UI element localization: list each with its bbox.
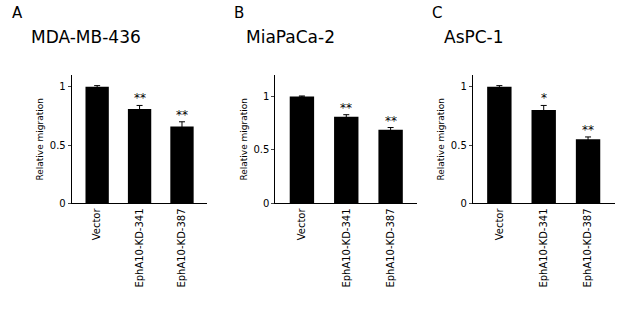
svg-text:EphA10-KD-387: EphA10-KD-387 <box>582 208 593 287</box>
svg-text:MDA-MB-436: MDA-MB-436 <box>31 27 141 47</box>
svg-text:0.5: 0.5 <box>451 140 467 151</box>
svg-text:1: 1 <box>59 81 65 92</box>
svg-text:**: ** <box>340 101 352 115</box>
svg-text:0.5: 0.5 <box>253 144 269 155</box>
svg-text:1: 1 <box>460 81 466 92</box>
svg-text:EphA10-KD-387: EphA10-KD-387 <box>176 208 187 287</box>
svg-text:EphA10-KD-341: EphA10-KD-341 <box>341 208 352 287</box>
svg-text:AsPC-1: AsPC-1 <box>444 27 504 47</box>
svg-text:Relative migration: Relative migration <box>239 98 249 181</box>
svg-text:0: 0 <box>460 198 466 209</box>
svg-text:Relative migration: Relative migration <box>35 98 45 181</box>
svg-text:**: ** <box>582 123 594 137</box>
svg-text:MiaPaCa-2: MiaPaCa-2 <box>246 27 335 47</box>
svg-text:Vector: Vector <box>494 208 505 241</box>
svg-text:EphA10-KD-341: EphA10-KD-341 <box>134 208 145 287</box>
svg-text:0.5: 0.5 <box>50 140 66 151</box>
svg-text:0: 0 <box>59 198 65 209</box>
svg-text:A: A <box>12 4 23 22</box>
svg-text:*: * <box>541 91 547 105</box>
svg-text:**: ** <box>176 108 188 122</box>
svg-text:Relative migration: Relative migration <box>436 98 446 181</box>
svg-text:Vector: Vector <box>91 208 102 241</box>
svg-text:1: 1 <box>263 91 269 102</box>
svg-text:B: B <box>234 4 244 22</box>
svg-text:0: 0 <box>263 198 269 209</box>
svg-text:**: ** <box>385 114 397 128</box>
svg-text:EphA10-KD-387: EphA10-KD-387 <box>385 208 396 287</box>
svg-text:**: ** <box>134 91 146 105</box>
svg-text:Vector: Vector <box>296 208 307 241</box>
svg-text:C: C <box>432 4 442 22</box>
svg-text:EphA10-KD-341: EphA10-KD-341 <box>538 208 549 287</box>
